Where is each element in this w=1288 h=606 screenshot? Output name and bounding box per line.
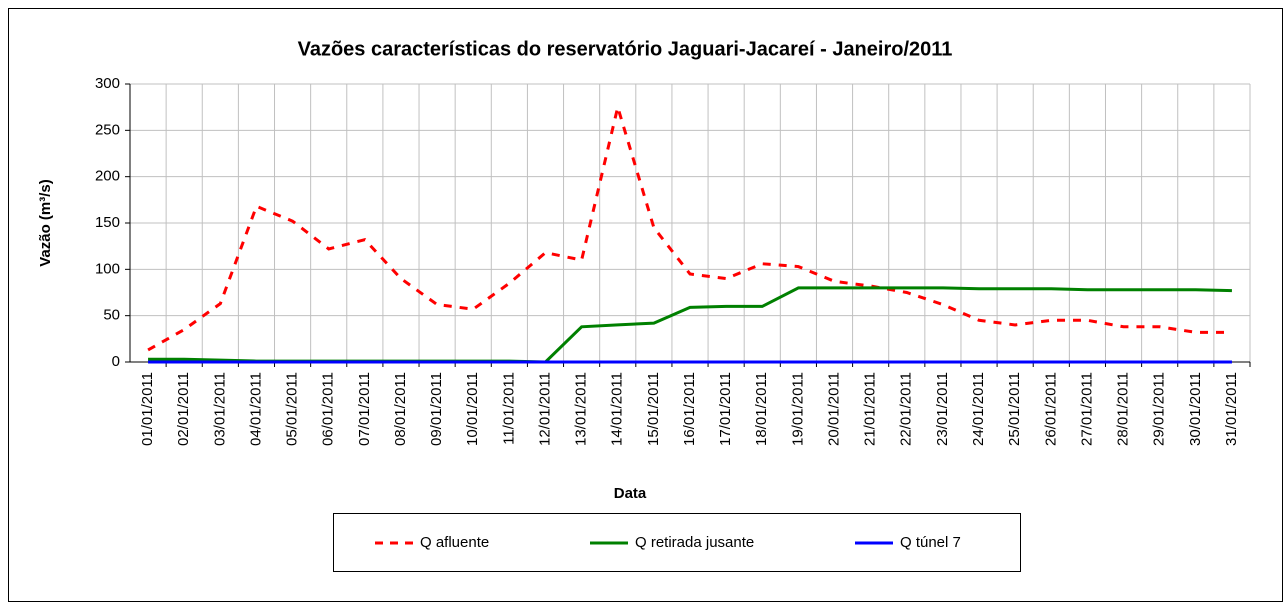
y-tick-label: 150	[95, 214, 120, 231]
x-tick-label: 29/01/2011	[1151, 372, 1168, 446]
chart-title: Vazões características do reservatório J…	[298, 38, 953, 60]
x-tick-label: 25/01/2011	[1006, 372, 1023, 446]
x-axis-title: Data	[614, 485, 647, 502]
x-tick-label: 11/01/2011	[500, 372, 517, 445]
y-tick-label: 100	[95, 260, 120, 277]
x-tick-label: 24/01/2011	[970, 372, 987, 446]
x-tick-label: 23/01/2011	[934, 372, 951, 446]
x-tick-label: 10/01/2011	[464, 372, 481, 446]
legend-label: Q retirada jusante	[635, 534, 754, 551]
x-tick-label: 14/01/2011	[609, 372, 626, 446]
x-tick-label: 16/01/2011	[681, 372, 698, 446]
x-tick-label: 08/01/2011	[392, 372, 409, 446]
x-tick-label: 30/01/2011	[1187, 372, 1204, 446]
legend-box	[333, 513, 1021, 572]
x-tick-label: 27/01/2011	[1078, 372, 1095, 446]
x-tick-label: 28/01/2011	[1115, 372, 1132, 446]
x-tick-label: 22/01/2011	[898, 372, 915, 446]
x-tick-label: 06/01/2011	[320, 372, 337, 446]
x-tick-label: 31/01/2011	[1223, 372, 1240, 446]
x-tick-label: 02/01/2011	[175, 372, 192, 446]
x-tick-label: 20/01/2011	[825, 372, 842, 446]
x-tick-label: 21/01/2011	[862, 372, 879, 446]
x-tick-label: 26/01/2011	[1042, 372, 1059, 446]
y-tick-label: 0	[112, 353, 120, 370]
y-tick-label: 50	[103, 307, 120, 324]
x-tick-label: 01/01/2011	[139, 372, 156, 446]
chart-border	[8, 8, 1283, 602]
x-tick-label: 03/01/2011	[211, 372, 228, 446]
x-tick-label: 04/01/2011	[247, 372, 264, 446]
x-tick-label: 13/01/2011	[573, 372, 590, 446]
legend-label: Q afluente	[420, 534, 489, 551]
x-tick-label: 12/01/2011	[536, 372, 553, 446]
legend-label: Q túnel 7	[900, 534, 961, 551]
x-tick-label: 09/01/2011	[428, 372, 445, 446]
y-tick-label: 300	[95, 75, 120, 92]
x-tick-label: 05/01/2011	[284, 372, 301, 446]
x-tick-label: 18/01/2011	[753, 372, 770, 446]
y-tick-label: 250	[95, 121, 120, 138]
y-tick-label: 200	[95, 168, 120, 185]
x-tick-label: 07/01/2011	[356, 372, 373, 446]
x-tick-label: 17/01/2011	[717, 372, 734, 446]
x-tick-label: 15/01/2011	[645, 372, 662, 446]
y-axis-title: Vazão (m³/s)	[37, 179, 54, 267]
series-line	[147, 101, 1232, 352]
x-tick-label: 19/01/2011	[789, 372, 806, 446]
